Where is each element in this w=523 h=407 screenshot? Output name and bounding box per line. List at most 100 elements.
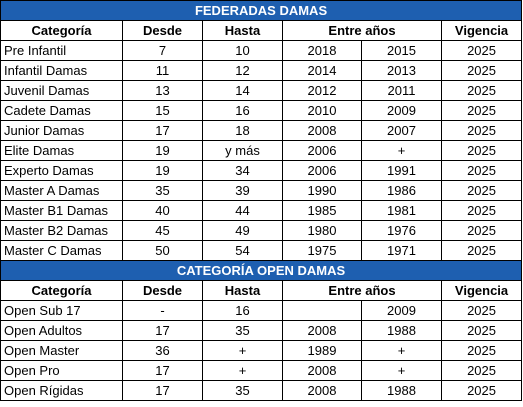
cell-categoria[interactable]: Open Pro <box>0 360 123 381</box>
cell-desde[interactable]: 19 <box>122 140 203 161</box>
cell-desde[interactable]: 17 <box>122 360 203 381</box>
cell-anio-fin[interactable]: + <box>361 140 442 161</box>
cell-desde[interactable]: 17 <box>122 380 203 401</box>
cell-desde[interactable]: 13 <box>122 80 203 101</box>
header-vigencia[interactable]: Vigencia <box>440 280 523 301</box>
cell-vigencia[interactable]: 2025 <box>440 160 523 181</box>
cell-anio-fin[interactable]: 1976 <box>361 220 442 241</box>
cell-anio-inicio[interactable]: 2006 <box>282 160 362 181</box>
cell-categoria[interactable]: Cadete Damas <box>0 100 123 121</box>
cell-vigencia[interactable]: 2025 <box>440 140 523 161</box>
cell-anio-fin[interactable]: 1971 <box>361 240 442 261</box>
header-categoria[interactable]: Categoría <box>0 20 123 41</box>
cell-vigencia[interactable]: 2025 <box>440 360 523 381</box>
cell-anio-inicio[interactable]: 1980 <box>282 220 362 241</box>
cell-desde[interactable]: 45 <box>122 220 203 241</box>
open-title[interactable]: CATEGORÍA OPEN DAMAS <box>0 260 523 281</box>
cell-categoria[interactable]: Open Master <box>0 340 123 361</box>
cell-vigencia[interactable]: 2025 <box>440 60 523 81</box>
cell-anio-fin[interactable]: + <box>361 360 442 381</box>
cell-anio-inicio[interactable]: 2006 <box>282 140 362 161</box>
cell-vigencia[interactable]: 2025 <box>440 40 523 61</box>
cell-categoria[interactable]: Elite Damas <box>0 140 123 161</box>
cell-vigencia[interactable]: 2025 <box>440 120 523 141</box>
cell-anio-fin[interactable]: 2007 <box>361 120 442 141</box>
cell-desde[interactable]: 11 <box>122 60 203 81</box>
cell-desde[interactable]: 17 <box>122 320 203 341</box>
cell-anio-fin[interactable]: 1988 <box>361 320 442 341</box>
cell-hasta[interactable]: 18 <box>202 120 283 141</box>
cell-vigencia[interactable]: 2025 <box>440 100 523 121</box>
cell-anio-fin[interactable]: 2009 <box>361 300 442 321</box>
cell-hasta[interactable]: 10 <box>202 40 283 61</box>
cell-categoria[interactable]: Master B1 Damas <box>0 200 123 221</box>
cell-desde[interactable]: 40 <box>122 200 203 221</box>
cell-anio-inicio[interactable]: 2012 <box>282 80 362 101</box>
cell-hasta[interactable]: 44 <box>202 200 283 221</box>
cell-anio-inicio[interactable]: 1990 <box>282 180 362 201</box>
cell-anio-fin[interactable]: 1986 <box>361 180 442 201</box>
header-desde[interactable]: Desde <box>122 280 203 301</box>
cell-vigencia[interactable]: 2025 <box>440 200 523 221</box>
header-categoria[interactable]: Categoría <box>0 280 123 301</box>
cell-hasta[interactable]: 49 <box>202 220 283 241</box>
cell-anio-fin[interactable]: 2013 <box>361 60 442 81</box>
federadas-title[interactable]: FEDERADAS DAMAS <box>0 0 523 21</box>
cell-hasta[interactable]: y más <box>202 140 283 161</box>
cell-categoria[interactable]: Master B2 Damas <box>0 220 123 241</box>
cell-anio-inicio[interactable]: 2008 <box>282 320 362 341</box>
cell-anio-fin[interactable]: 1981 <box>361 200 442 221</box>
cell-desde[interactable]: 36 <box>122 340 203 361</box>
cell-vigencia[interactable]: 2025 <box>440 300 523 321</box>
cell-categoria[interactable]: Infantil Damas <box>0 60 123 81</box>
cell-hasta[interactable]: 16 <box>202 300 283 321</box>
cell-anio-inicio[interactable]: 2014 <box>282 60 362 81</box>
cell-desde[interactable]: - <box>122 300 203 321</box>
cell-anio-fin[interactable]: 2015 <box>361 40 442 61</box>
header-hasta[interactable]: Hasta <box>202 20 283 41</box>
cell-hasta[interactable]: + <box>202 340 283 361</box>
header-desde[interactable]: Desde <box>122 20 203 41</box>
cell-anio-inicio[interactable] <box>282 300 362 321</box>
cell-anio-fin[interactable]: + <box>361 340 442 361</box>
cell-hasta[interactable]: 35 <box>202 320 283 341</box>
cell-desde[interactable]: 19 <box>122 160 203 181</box>
cell-anio-fin[interactable]: 1988 <box>361 380 442 401</box>
cell-categoria[interactable]: Open Sub 17 <box>0 300 123 321</box>
cell-categoria[interactable]: Juvenil Damas <box>0 80 123 101</box>
cell-desde[interactable]: 35 <box>122 180 203 201</box>
cell-anio-fin[interactable]: 2009 <box>361 100 442 121</box>
header-vigencia[interactable]: Vigencia <box>440 20 523 41</box>
cell-categoria[interactable]: Open Rígidas <box>0 380 123 401</box>
cell-categoria[interactable]: Open Adultos <box>0 320 123 341</box>
cell-anio-inicio[interactable]: 2018 <box>282 40 362 61</box>
cell-categoria[interactable]: Master C Damas <box>0 240 123 261</box>
cell-desde[interactable]: 17 <box>122 120 203 141</box>
cell-vigencia[interactable]: 2025 <box>440 340 523 361</box>
cell-hasta[interactable]: 54 <box>202 240 283 261</box>
cell-anio-inicio[interactable]: 1975 <box>282 240 362 261</box>
cell-vigencia[interactable]: 2025 <box>440 240 523 261</box>
cell-categoria[interactable]: Master A Damas <box>0 180 123 201</box>
cell-categoria[interactable]: Junior Damas <box>0 120 123 141</box>
header-entre-anios[interactable]: Entre años <box>282 280 442 301</box>
cell-categoria[interactable]: Pre Infantil <box>0 40 123 61</box>
cell-vigencia[interactable]: 2025 <box>440 320 523 341</box>
cell-anio-inicio[interactable]: 2008 <box>282 360 362 381</box>
cell-anio-fin[interactable]: 2011 <box>361 80 442 101</box>
cell-hasta[interactable]: + <box>202 360 283 381</box>
cell-desde[interactable]: 50 <box>122 240 203 261</box>
cell-vigencia[interactable]: 2025 <box>440 380 523 401</box>
cell-categoria[interactable]: Experto Damas <box>0 160 123 181</box>
cell-desde[interactable]: 15 <box>122 100 203 121</box>
cell-hasta[interactable]: 12 <box>202 60 283 81</box>
cell-vigencia[interactable]: 2025 <box>440 220 523 241</box>
cell-anio-inicio[interactable]: 1985 <box>282 200 362 221</box>
cell-hasta[interactable]: 35 <box>202 380 283 401</box>
cell-anio-inicio[interactable]: 2008 <box>282 120 362 141</box>
cell-anio-fin[interactable]: 1991 <box>361 160 442 181</box>
cell-anio-inicio[interactable]: 1989 <box>282 340 362 361</box>
header-hasta[interactable]: Hasta <box>202 280 283 301</box>
cell-hasta[interactable]: 14 <box>202 80 283 101</box>
cell-vigencia[interactable]: 2025 <box>440 180 523 201</box>
